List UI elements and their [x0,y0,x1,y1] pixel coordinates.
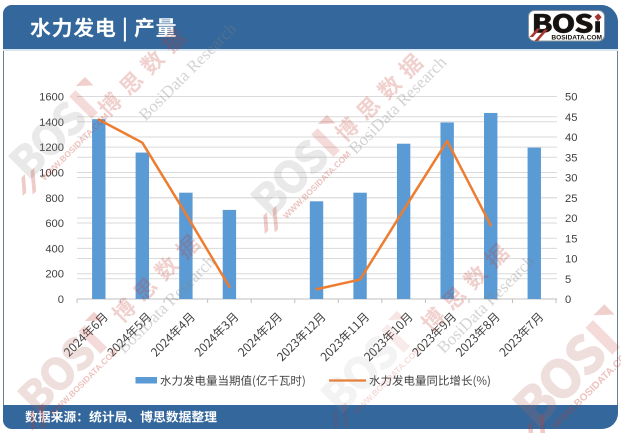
svg-text:50: 50 [565,92,577,104]
svg-text:600: 600 [45,218,64,230]
svg-text:30: 30 [565,173,577,185]
svg-text:15: 15 [565,233,577,245]
svg-text:400: 400 [45,243,64,255]
svg-text:0: 0 [58,294,64,306]
svg-text:40: 40 [565,132,577,144]
svg-text:1600: 1600 [39,92,64,104]
svg-text:5: 5 [565,274,571,286]
svg-text:20: 20 [565,213,577,225]
svg-text:BosiData Research: BosiData Research [135,19,241,125]
svg-text:1000: 1000 [39,167,64,179]
svg-text:45: 45 [565,112,577,124]
svg-text:0: 0 [565,294,571,306]
svg-text:25: 25 [565,193,577,205]
svg-text:200: 200 [45,269,64,281]
svg-text:10: 10 [565,254,577,266]
svg-text:1400: 1400 [39,117,64,129]
svg-text:WWW.BOSIDATA.COM: WWW.BOSIDATA.COM [48,346,120,418]
svg-text:BOSIDATA.COM: BOSIDATA.COM [551,34,602,41]
svg-text:35: 35 [565,152,577,164]
svg-text:1200: 1200 [39,142,64,154]
svg-text:800: 800 [45,193,64,205]
